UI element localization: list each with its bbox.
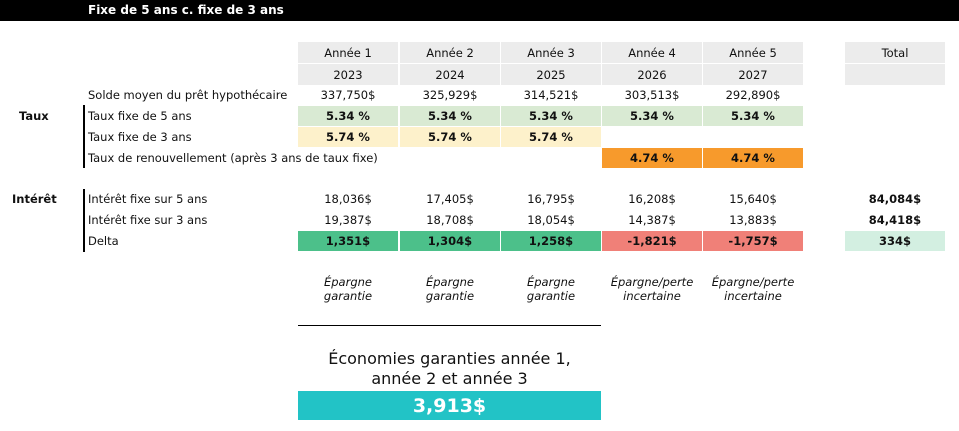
note-line: garantie	[323, 289, 373, 303]
delta-positive-cell: 1,304$	[400, 231, 500, 251]
rate-5y-cell: 5.34 %	[400, 106, 500, 126]
interest-5y-cell: 16,795$	[527, 192, 575, 206]
rate-5y-cell: 5.34 %	[501, 106, 601, 126]
summary-line-2: année 2 et année 3	[371, 369, 528, 388]
note-guaranteed: Épargne garantie	[501, 274, 601, 304]
year-value-1: 2023	[298, 64, 398, 85]
note-line: Épargne	[323, 275, 372, 289]
delta-positive-cell: 1,351$	[298, 231, 398, 251]
note-uncertain: Épargne/perte incertaine	[602, 274, 702, 304]
interest-5y-cell: 15,640$	[729, 192, 777, 206]
interest-3y-cell: 18,708$	[426, 213, 474, 227]
delta-positive-cell: 1,258$	[501, 231, 601, 251]
note-uncertain: Épargne/perte incertaine	[703, 274, 803, 304]
delta-negative-cell: -1,821$	[602, 231, 702, 251]
note-line: Épargne	[425, 275, 474, 289]
rate-5y-cell: 5.34 %	[298, 106, 398, 126]
summary-value: 3,913$	[298, 391, 601, 420]
rate-5y-cell: 5.34 %	[602, 106, 702, 126]
rate-3y-cell: 5.74 %	[501, 127, 601, 147]
row-label-taux5: Taux fixe de 5 ans	[88, 109, 192, 123]
total-year-blank	[845, 64, 945, 85]
delta-total: 334$	[845, 231, 945, 251]
row-label-int5: Intérêt fixe sur 5 ans	[88, 192, 208, 206]
row-label-solde: Solde moyen du prêt hypothécaire	[88, 88, 288, 102]
renewal-rate-cell: 4.74 %	[602, 148, 702, 168]
year-value-3: 2025	[501, 64, 601, 85]
section-bracket-interet	[83, 189, 85, 252]
year-header-1: Année 1	[298, 42, 398, 63]
interest-5y-total: 84,084$	[868, 192, 922, 206]
page-title: Fixe de 5 ans c. fixe de 3 ans	[88, 3, 284, 17]
note-line: Épargne/perte	[711, 275, 795, 289]
year-value-2: 2024	[400, 64, 500, 85]
section-label-taux: Taux	[19, 109, 49, 123]
note-line: Épargne/perte	[610, 275, 694, 289]
summary-divider	[298, 325, 601, 326]
note-guaranteed: Épargne garantie	[400, 274, 500, 304]
note-line: garantie	[526, 289, 576, 303]
delta-negative-cell: -1,757$	[703, 231, 803, 251]
note-guaranteed: Épargne garantie	[298, 274, 398, 304]
note-line: garantie	[425, 289, 475, 303]
interest-3y-cell: 19,387$	[324, 213, 372, 227]
solde-cell: 303,513$	[624, 88, 680, 102]
renewal-rate-cell: 4.74 %	[703, 148, 803, 168]
summary-line-1: Économies garanties année 1,	[328, 349, 571, 368]
year-header-3: Année 3	[501, 42, 601, 63]
year-header-5: Année 5	[703, 42, 803, 63]
year-header-2: Année 2	[400, 42, 500, 63]
interest-3y-cell: 13,883$	[729, 213, 777, 227]
section-bracket-taux	[83, 105, 85, 168]
row-label-renouvellement: Taux de renouvellement (après 3 ans de t…	[88, 151, 378, 165]
title-bar	[0, 0, 959, 21]
year-value-5: 2027	[703, 64, 803, 85]
row-label-taux3: Taux fixe de 3 ans	[88, 130, 192, 144]
row-label-delta: Delta	[88, 234, 119, 248]
rate-3y-cell: 5.74 %	[298, 127, 398, 147]
note-line: incertaine	[724, 289, 782, 303]
note-line: Épargne	[526, 275, 575, 289]
interest-3y-cell: 18,054$	[527, 213, 575, 227]
year-header-4: Année 4	[602, 42, 702, 63]
interest-5y-cell: 17,405$	[426, 192, 474, 206]
row-label-int3: Intérêt fixe sur 3 ans	[88, 213, 208, 227]
rate-5y-cell: 5.34 %	[703, 106, 803, 126]
year-value-4: 2026	[602, 64, 702, 85]
interest-5y-cell: 18,036$	[324, 192, 372, 206]
solde-cell: 314,521$	[523, 88, 579, 102]
note-line: incertaine	[623, 289, 681, 303]
interest-3y-total: 84,418$	[868, 213, 922, 227]
solde-cell: 337,750$	[320, 88, 376, 102]
total-header: Total	[845, 42, 945, 63]
interest-3y-cell: 14,387$	[628, 213, 676, 227]
section-label-interet: Intérêt	[12, 192, 57, 206]
rate-3y-cell: 5.74 %	[400, 127, 500, 147]
solde-cell: 292,890$	[725, 88, 781, 102]
solde-cell: 325,929$	[422, 88, 478, 102]
interest-5y-cell: 16,208$	[628, 192, 676, 206]
